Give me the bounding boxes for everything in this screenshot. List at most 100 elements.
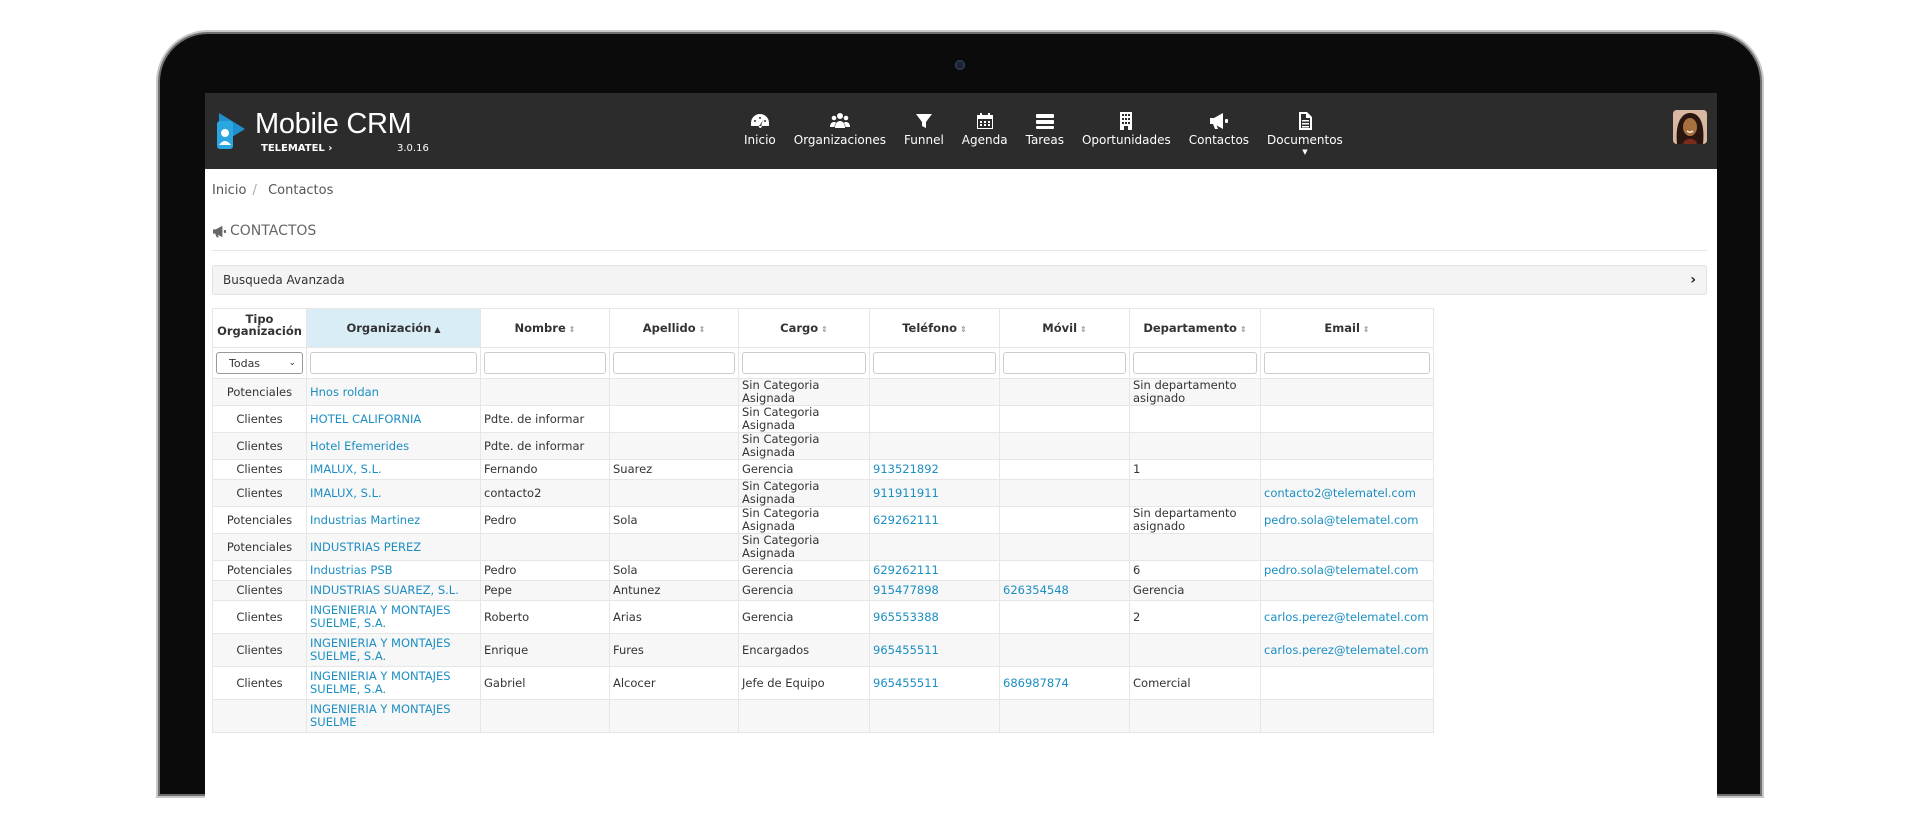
table-row[interactable]: Clientes INGENIERIA Y MONTAJES SUELME, S.… xyxy=(212,666,1434,700)
table-row[interactable]: Potenciales Hnos roldan Sin Categoria Asig… xyxy=(212,378,1434,406)
table-row[interactable]: Clientes Hotel Efemerides Pdte. de informa… xyxy=(212,432,1434,460)
cell-movil[interactable]: 686987874 xyxy=(999,666,1130,700)
cell-telefono xyxy=(869,533,1000,561)
cell-email[interactable]: pedro.sola@telematel.com xyxy=(1260,506,1434,534)
nombre-filter-input[interactable] xyxy=(484,352,606,374)
cell-cargo: Sin Categoria Asignada xyxy=(738,405,870,433)
table-body: Potenciales Hnos roldan Sin Categoria Asig… xyxy=(212,378,1434,733)
avatar[interactable] xyxy=(1673,110,1707,144)
table-row[interactable]: Clientes HOTEL CALIFORNIA Pdte. de informa… xyxy=(212,405,1434,433)
nav-funnel[interactable]: Funnel xyxy=(895,111,953,156)
cell-organizacion[interactable]: INDUSTRIAS PEREZ xyxy=(306,533,481,561)
nav-contactos[interactable]: Contactos xyxy=(1180,111,1258,156)
nav-tareas[interactable]: Tareas xyxy=(1017,111,1073,156)
app-version: 3.0.16 xyxy=(397,143,429,154)
cell-organizacion[interactable]: Hotel Efemerides xyxy=(306,432,481,460)
cell-tipo xyxy=(212,699,307,733)
col-header-telefono[interactable]: Teléfono ⇕ xyxy=(869,308,1000,348)
table-row[interactable]: Clientes INGENIERIA Y MONTAJES SUELME, S.… xyxy=(212,600,1434,634)
cell-organizacion[interactable]: INGENIERIA Y MONTAJES SUELME, S.A. xyxy=(306,600,481,634)
filter-cell: Todas ⌄ xyxy=(212,347,307,379)
apellido-filter-input[interactable] xyxy=(613,352,735,374)
cell-organizacion[interactable]: Industrias PSB xyxy=(306,560,481,581)
cell-organizacion[interactable]: HOTEL CALIFORNIA xyxy=(306,405,481,433)
sort-icon: ⇕ xyxy=(1362,325,1370,334)
cell-organizacion[interactable]: IMALUX, S.L. xyxy=(306,459,481,480)
cell-telefono[interactable]: 629262111 xyxy=(869,506,1000,534)
cell-departamento xyxy=(1129,405,1261,433)
nav-inicio[interactable]: Inicio xyxy=(735,111,785,156)
cell-telefono[interactable]: 911911911 xyxy=(869,479,1000,507)
logo-icon xyxy=(217,113,245,149)
col-header-email[interactable]: Email ⇕ xyxy=(1260,308,1434,348)
cell-cargo: Sin Categoria Asignada xyxy=(738,533,870,561)
filter-cell xyxy=(306,347,481,379)
laptop-frame: Mobile CRM TELEMATEL › 3.0.16 Inicio Org… xyxy=(160,34,1760,813)
nav-documentos[interactable]: Documentos ▼ xyxy=(1258,111,1352,156)
cell-organizacion[interactable]: IMALUX, S.L. xyxy=(306,479,481,507)
tipo-filter-select[interactable]: Todas ⌄ xyxy=(216,352,303,374)
funnel-icon xyxy=(915,114,932,128)
departamento-filter-input[interactable] xyxy=(1133,352,1257,374)
cell-email[interactable]: pedro.sola@telematel.com xyxy=(1260,560,1434,581)
table-row[interactable]: Clientes INGENIERIA Y MONTAJES SUELME, S.… xyxy=(212,633,1434,667)
cell-organizacion[interactable]: INGENIERIA Y MONTAJES SUELME, S.A. xyxy=(306,633,481,667)
cell-email[interactable]: carlos.perez@telematel.com xyxy=(1260,633,1434,667)
col-header-cargo[interactable]: Cargo ⇕ xyxy=(738,308,870,348)
cell-email[interactable]: contacto2@telematel.com xyxy=(1260,479,1434,507)
cell-organizacion[interactable]: Industrias Martinez xyxy=(306,506,481,534)
cargo-filter-input[interactable] xyxy=(742,352,866,374)
cell-apellido: Fures xyxy=(609,633,739,667)
cell-tipo: Clientes xyxy=(212,600,307,634)
nav-organizaciones[interactable]: Organizaciones xyxy=(785,111,895,156)
telefono-filter-input[interactable] xyxy=(873,352,996,374)
table-row[interactable]: INGENIERIA Y MONTAJES SUELME xyxy=(212,699,1434,733)
breadcrumb-home[interactable]: Inicio xyxy=(212,183,247,198)
table-row[interactable]: Clientes IMALUX, S.L. contacto2 Sin Categor… xyxy=(212,479,1434,507)
movil-filter-input[interactable] xyxy=(1003,352,1126,374)
cell-organizacion[interactable]: INDUSTRIAS SUAREZ, S.L. xyxy=(306,580,481,601)
cell-organizacion[interactable]: Hnos roldan xyxy=(306,378,481,406)
table-row[interactable]: Clientes INDUSTRIAS SUAREZ, S.L. Pepe Antun… xyxy=(212,580,1434,601)
col-header-departamento[interactable]: Departamento ⇕ xyxy=(1129,308,1261,348)
sort-icon: ⇕ xyxy=(1080,325,1087,334)
cell-organizacion[interactable]: INGENIERIA Y MONTAJES SUELME, S.A. xyxy=(306,666,481,700)
nav-oportunidades[interactable]: Oportunidades xyxy=(1073,111,1180,156)
cell-movil[interactable]: 626354548 xyxy=(999,580,1130,601)
filter-cell xyxy=(869,347,1000,379)
table-row[interactable]: Potenciales Industrias PSB Pedro Sola Gerenc… xyxy=(212,560,1434,581)
cell-movil xyxy=(999,699,1130,733)
cell-departamento xyxy=(1129,432,1261,460)
cell-telefono[interactable]: 965553388 xyxy=(869,600,1000,634)
tasks-icon xyxy=(1035,114,1054,129)
cell-telefono[interactable]: 913521892 xyxy=(869,459,1000,480)
advanced-search-panel[interactable]: Busqueda Avanzada › xyxy=(212,265,1707,295)
filter-cell xyxy=(609,347,739,379)
cell-email[interactable]: carlos.perez@telematel.com xyxy=(1260,600,1434,634)
cell-departamento: 6 xyxy=(1129,560,1261,581)
col-header-apellido[interactable]: Apellido ⇕ xyxy=(609,308,739,348)
email-filter-input[interactable] xyxy=(1264,352,1430,374)
col-header-organizacion[interactable]: Organización ▲ xyxy=(306,308,481,348)
cell-telefono[interactable]: 629262111 xyxy=(869,560,1000,581)
cell-movil xyxy=(999,479,1130,507)
cell-telefono[interactable]: 915477898 xyxy=(869,580,1000,601)
table-row[interactable]: Clientes IMALUX, S.L. Fernando Suarez Gerenc… xyxy=(212,459,1434,480)
cell-organizacion[interactable]: INGENIERIA Y MONTAJES SUELME xyxy=(306,699,481,733)
col-header-tipo[interactable]: Tipo Organización xyxy=(212,308,307,348)
cell-telefono[interactable]: 965455511 xyxy=(869,666,1000,700)
col-header-movil[interactable]: Móvil ⇕ xyxy=(999,308,1130,348)
col-header-nombre[interactable]: Nombre ⇕ xyxy=(480,308,610,348)
table-row[interactable]: Potenciales INDUSTRIAS PEREZ Sin Categoria… xyxy=(212,533,1434,561)
cell-nombre: Fernando xyxy=(480,459,610,480)
sort-icon: ⇕ xyxy=(568,325,576,334)
table-row[interactable]: Potenciales Industrias Martinez Pedro Sola S… xyxy=(212,506,1434,534)
cell-nombre: Roberto xyxy=(480,600,610,634)
cell-telefono[interactable]: 965455511 xyxy=(869,633,1000,667)
filter-cell xyxy=(738,347,870,379)
top-navbar: Mobile CRM TELEMATEL › 3.0.16 Inicio Org… xyxy=(205,93,1717,169)
filter-cell xyxy=(999,347,1130,379)
company-selector[interactable]: TELEMATEL › xyxy=(261,143,332,154)
nav-agenda[interactable]: Agenda xyxy=(953,111,1017,156)
organizacion-filter-input[interactable] xyxy=(310,352,477,374)
